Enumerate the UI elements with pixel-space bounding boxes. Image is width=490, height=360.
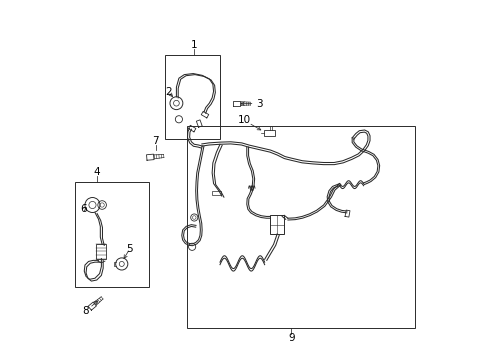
Text: 7: 7: [152, 136, 159, 146]
Text: 5: 5: [126, 244, 133, 253]
Bar: [75, 182, 148, 287]
Bar: [270, 215, 284, 234]
Text: 3: 3: [256, 99, 263, 109]
Text: 1: 1: [191, 40, 197, 50]
Text: 8: 8: [82, 306, 89, 316]
Bar: [97, 244, 106, 258]
Text: 4: 4: [94, 167, 100, 177]
Bar: [187, 126, 415, 328]
Text: 10: 10: [238, 115, 251, 125]
Text: 6: 6: [80, 204, 87, 214]
Bar: [212, 192, 221, 195]
Text: 2: 2: [165, 87, 172, 97]
Bar: [264, 130, 275, 136]
Text: 9: 9: [288, 333, 295, 343]
Bar: [165, 55, 220, 139]
